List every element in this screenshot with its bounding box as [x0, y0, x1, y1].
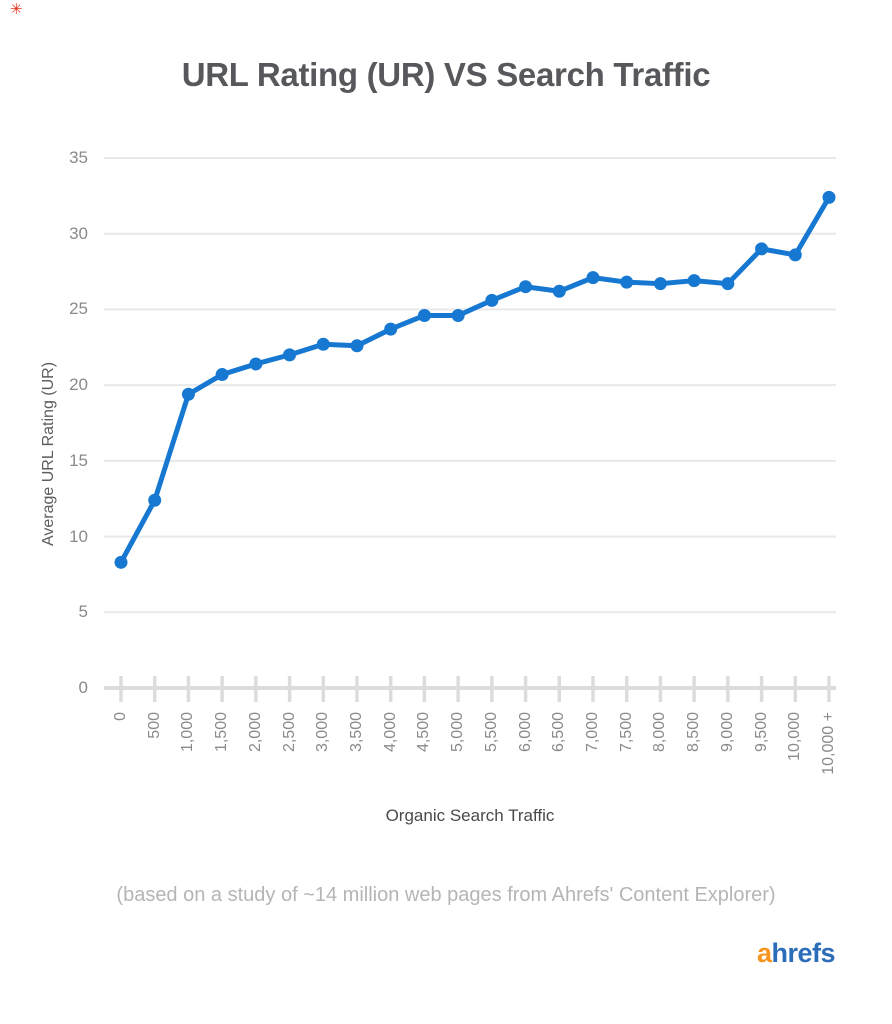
data-point	[620, 275, 634, 289]
x-tick-label: 2,000	[246, 712, 264, 753]
x-tick-label: 1,000	[179, 712, 197, 753]
x-tick-label: 5,500	[482, 712, 500, 753]
x-tick-label: 500	[145, 712, 163, 739]
data-point	[350, 339, 364, 353]
data-point	[417, 308, 431, 322]
data-point	[114, 555, 128, 569]
data-point	[215, 368, 229, 382]
x-tick-label: 4,500	[415, 712, 433, 753]
x-tick-label: 6,000	[516, 712, 534, 753]
x-tick-label: 7,500	[617, 712, 635, 753]
x-axis-title: Organic Search Traffic	[385, 806, 555, 825]
y-axis-title: Average URL Rating (UR)	[40, 361, 57, 546]
x-tick-label: 1,500	[213, 712, 231, 753]
logo-letters-hrefs: hrefs	[771, 938, 835, 968]
x-tick-label: 10,000 +	[820, 712, 837, 775]
y-tick-label: 25	[69, 299, 88, 319]
x-tick-label: 3,500	[348, 712, 365, 753]
data-point	[181, 387, 195, 401]
y-tick-label: 35	[69, 148, 88, 167]
chart-title: URL Rating (UR) VS Search Traffic	[181, 56, 711, 93]
data-point	[451, 308, 465, 322]
data-point	[552, 284, 566, 298]
data-point	[721, 277, 735, 291]
data-point	[653, 277, 667, 291]
y-tick-label: 30	[69, 223, 88, 243]
x-tick-label: 5,000	[449, 712, 467, 753]
data-point	[519, 280, 533, 294]
y-tick-label: 10	[69, 526, 88, 546]
y-tick-label: 0	[78, 678, 88, 697]
data-line	[118, 194, 832, 565]
y-tick-label: 5	[78, 602, 88, 622]
data-point	[283, 348, 297, 362]
x-tick-label: 9,000	[718, 712, 736, 753]
data-point	[249, 357, 263, 371]
y-tick-label: 15	[69, 450, 88, 470]
x-tick-label: 8,500	[685, 712, 703, 753]
y-tick-label: 20	[69, 375, 88, 395]
data-point	[755, 242, 769, 256]
data-point	[586, 271, 600, 285]
data-point	[788, 248, 802, 262]
data-point	[687, 274, 701, 288]
x-tick-label: 7,000	[584, 712, 601, 753]
red-annotation-mark: ✳	[10, 1, 23, 18]
x-tick-label: 6,500	[550, 712, 568, 753]
x-tick-label: 8,000	[651, 712, 669, 753]
chart-caption: (based on a study of ~14 million web pag…	[116, 884, 776, 906]
data-point	[316, 337, 330, 351]
x-tick-label: 0	[112, 712, 129, 721]
ahrefs-logo: ahrefs	[756, 938, 836, 969]
x-tick-label: 4,000	[381, 712, 399, 753]
data-point	[384, 322, 398, 336]
x-tick-label: 10,000	[786, 712, 804, 761]
logo-letter-a: a	[756, 938, 772, 968]
x-tick-label: 9,500	[752, 712, 770, 753]
data-point	[822, 190, 836, 204]
data-point	[485, 293, 499, 307]
x-tick-label: 2,500	[280, 712, 298, 753]
x-tick-label: 3,000	[314, 712, 332, 753]
data-point	[148, 493, 162, 507]
